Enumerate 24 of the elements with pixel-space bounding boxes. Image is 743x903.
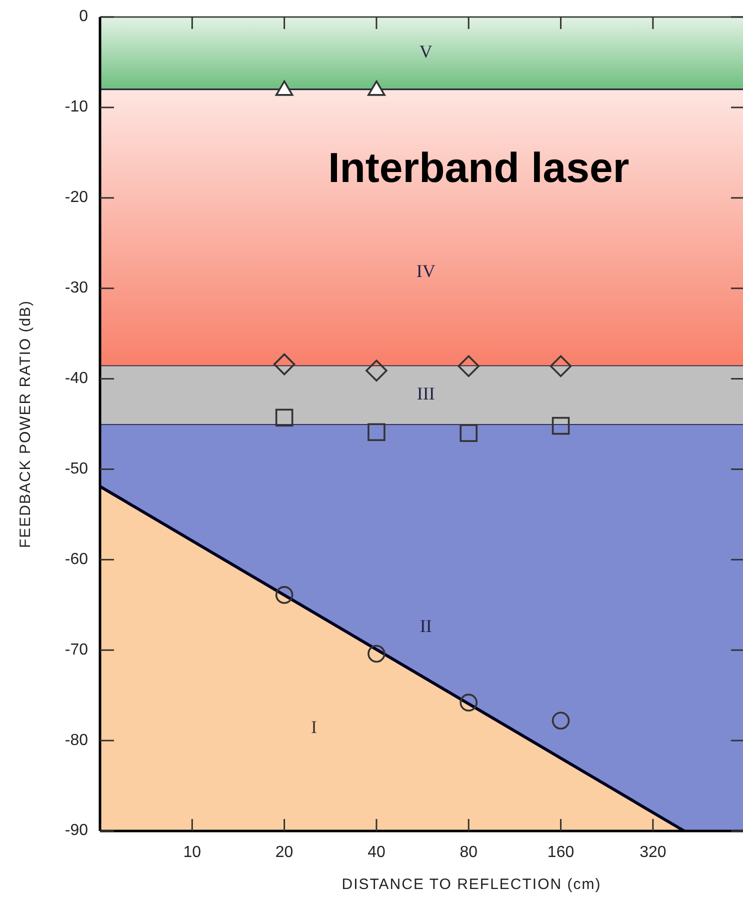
- annotation: I: [310, 716, 317, 737]
- y-tick-label: -30: [64, 280, 88, 297]
- y-axis-title: FEEDBACK POWER RATIO (dB): [16, 300, 34, 548]
- y-tick-label: -10: [64, 98, 88, 116]
- y-tick-label: -90: [64, 822, 88, 840]
- text: Interband laser: [328, 144, 630, 191]
- x-tick-label: 320: [640, 844, 666, 862]
- x-tick-label: 80: [460, 844, 478, 862]
- y-tick-label: -40: [64, 370, 88, 388]
- y-tick-label: -80: [64, 732, 88, 749]
- band-label: V: [419, 41, 432, 62]
- band-label: II: [420, 616, 432, 636]
- y-tick-label: -70: [64, 641, 88, 658]
- x-tick-label: 40: [368, 844, 386, 862]
- band-label: III: [416, 384, 435, 404]
- x-tick-label: 20: [275, 844, 294, 862]
- y-tick-label: -50: [64, 460, 88, 478]
- x-tick-label: 10: [183, 844, 202, 862]
- y-tick-label: 0: [79, 8, 88, 26]
- band-label: IV: [416, 260, 436, 281]
- y-tick-label: -60: [64, 550, 88, 568]
- x-tick-label: 160: [547, 844, 574, 862]
- x-axis-title: DISTANCE TO REFLECTION (cm): [342, 876, 602, 893]
- y-tick-label: -20: [64, 189, 88, 206]
